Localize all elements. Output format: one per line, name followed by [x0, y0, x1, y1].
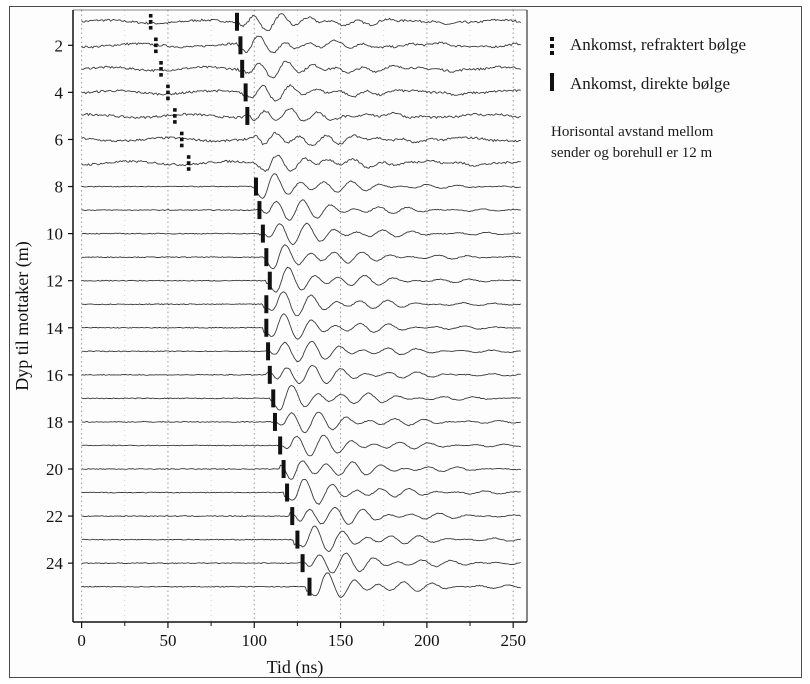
direct-arrival-mark — [267, 271, 272, 290]
direct-arrival-mark — [257, 201, 262, 220]
refracted-arrival-mark — [173, 114, 177, 118]
y-tick-label: 18 — [46, 413, 63, 432]
y-tick-label: 12 — [46, 272, 63, 291]
refracted-arrival-mark — [154, 43, 158, 48]
refracted-arrival-mark — [166, 90, 170, 95]
direct-arrival-mark — [307, 577, 312, 596]
refracted-arrival-mark — [148, 13, 153, 18]
direct-arrival-mark — [238, 36, 243, 55]
trace-line — [81, 525, 522, 553]
trace-line — [81, 572, 522, 598]
x-tick-label: 150 — [328, 631, 354, 650]
direct-arrival-mark — [245, 106, 250, 125]
direct-arrival-mark — [240, 59, 245, 78]
trace-line — [81, 199, 521, 221]
refracted-arrival-mark — [159, 67, 163, 71]
trace-line — [81, 313, 521, 340]
trace-line — [81, 507, 522, 525]
refracted-arrival-mark — [159, 73, 163, 77]
y-tick-label: 16 — [46, 366, 63, 385]
direct-arrival-mark — [278, 436, 283, 455]
legend-direct-label: Ankomst, direkte bølge — [570, 74, 731, 93]
y-tick-label: 24 — [46, 554, 64, 573]
y-tick-label: 6 — [55, 130, 64, 149]
y-axis-title: Dyp til mottaker (m) — [12, 241, 33, 390]
refracted-arrival-mark — [179, 131, 184, 136]
refracted-arrival-mark — [148, 25, 153, 30]
refracted-arrival-mark — [154, 49, 158, 54]
direct-arrival-mark — [272, 412, 277, 431]
trace-line — [81, 478, 521, 505]
legend-refracted-label: Ankomst, refraktert bølge — [570, 35, 747, 54]
refracted-arrival-mark — [148, 19, 153, 24]
direct-arrival-mark — [271, 389, 276, 408]
refracted-arrival-mark — [179, 143, 184, 148]
trace-line — [81, 60, 521, 79]
direct-arrival-mark — [290, 507, 295, 526]
direct-arrival-mark — [264, 248, 269, 267]
trace-line — [81, 291, 522, 317]
y-tick-label: 10 — [46, 225, 63, 244]
direct-arrival-mark — [260, 224, 265, 243]
figure-frame — [9, 6, 802, 678]
refracted-arrival-mark — [186, 155, 191, 159]
trace-line — [81, 13, 522, 31]
x-axis-title: Tid (ns) — [267, 657, 324, 678]
x-tick-label: 50 — [159, 631, 176, 650]
trace-line — [81, 35, 521, 54]
refracted-arrival-mark — [173, 120, 177, 124]
annotation-line-1: Horisontal avstand mellom — [551, 124, 714, 140]
refracted-arrival-mark — [186, 161, 191, 165]
trace-line — [81, 460, 521, 480]
direct-arrival-mark — [264, 318, 269, 337]
refracted-arrival-mark — [173, 108, 177, 112]
legend-direct-marker — [550, 73, 554, 91]
direct-arrival-mark — [267, 365, 272, 384]
annotation-line-2: sender og borehull er 12 m — [551, 145, 713, 161]
trace-line — [81, 244, 521, 270]
y-tick-label: 2 — [55, 36, 64, 55]
direct-arrival-mark — [285, 483, 290, 502]
direct-arrival-mark — [264, 295, 269, 314]
direct-arrival-mark — [253, 177, 258, 196]
x-tick-label: 100 — [242, 631, 268, 650]
trace-line — [81, 131, 521, 146]
direct-arrival-mark — [243, 83, 248, 102]
y-tick-label: 8 — [55, 178, 64, 197]
refracted-arrival-mark — [166, 84, 170, 89]
direct-arrival-mark — [234, 12, 239, 31]
x-tick-label: 200 — [414, 631, 440, 650]
refracted-arrival-mark — [159, 61, 163, 65]
refracted-arrival-mark — [166, 96, 170, 101]
y-tick-label: 22 — [46, 507, 63, 526]
y-tick-label: 4 — [55, 83, 64, 102]
refracted-arrival-mark — [179, 137, 184, 142]
direct-arrival-mark — [295, 530, 300, 549]
trace-line — [81, 83, 521, 102]
direct-arrival-mark — [281, 460, 286, 478]
refracted-arrival-mark — [154, 37, 158, 42]
refracted-arrival-mark — [186, 167, 191, 171]
trace-line — [81, 384, 521, 411]
trace-line — [81, 365, 521, 384]
trace-line — [81, 434, 521, 457]
y-tick-label: 20 — [46, 460, 63, 479]
direct-arrival-mark — [266, 342, 271, 361]
direct-arrival-mark — [300, 554, 305, 573]
trace-line — [81, 173, 521, 200]
trace-line — [81, 154, 521, 173]
trace-line — [81, 266, 522, 293]
trace-line — [81, 411, 521, 433]
trace-line — [81, 222, 521, 246]
trace-line — [81, 107, 521, 122]
x-tick-label: 0 — [77, 631, 86, 650]
trace-line — [81, 340, 521, 363]
x-tick-label: 250 — [500, 631, 526, 650]
legend-refracted-marker — [550, 37, 554, 58]
y-tick-label: 14 — [46, 319, 64, 338]
